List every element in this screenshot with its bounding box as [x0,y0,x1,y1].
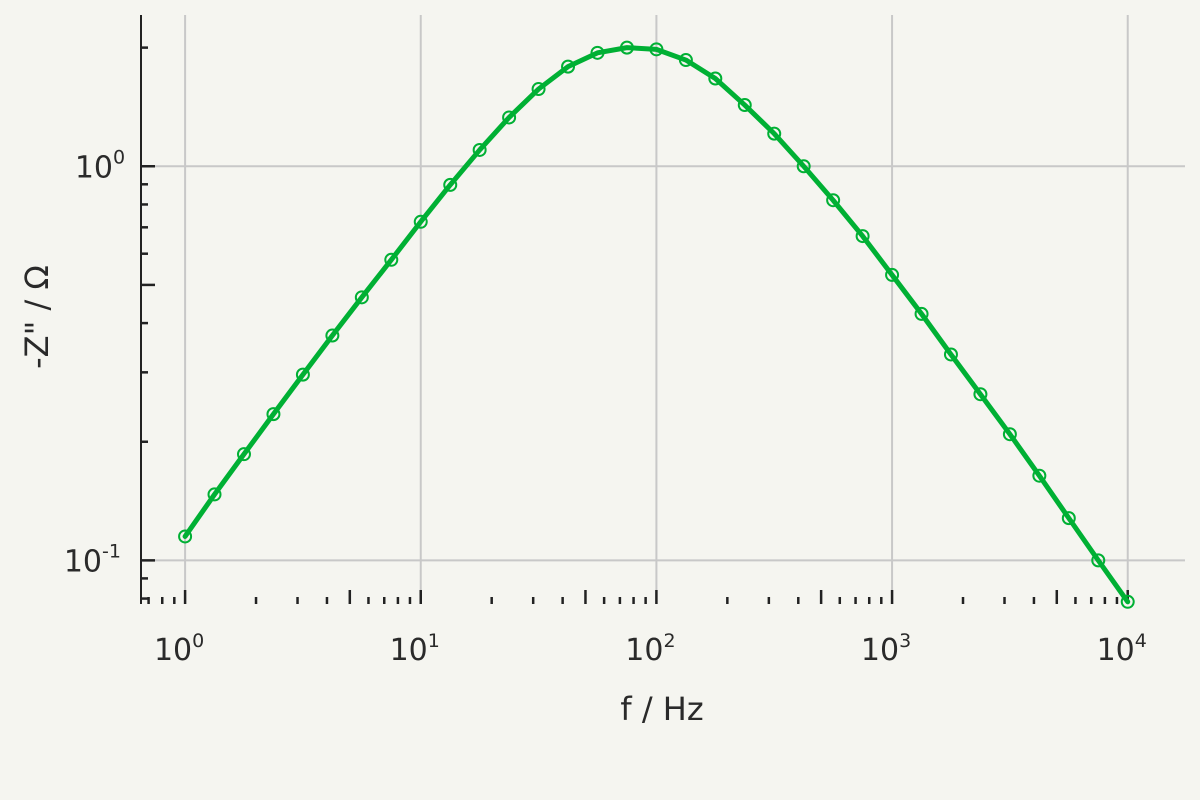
data-point [973,387,988,402]
series-group [178,40,1135,609]
data-point [826,193,841,208]
data-point [943,347,958,362]
data-point [708,71,723,86]
grid-lines [141,15,1185,604]
data-point [266,407,281,422]
data-point [502,110,517,125]
x-tick-label: 103 [861,630,911,668]
data-point [590,45,605,60]
data-point [236,447,251,462]
x-tick-label: 100 [154,630,204,668]
data-point [796,159,811,174]
x-tick-label: 104 [1097,630,1147,668]
minor-ticks [141,46,1129,604]
series-line [182,45,1131,605]
data-point [619,40,634,55]
data-point [649,42,664,57]
data-point [295,367,310,382]
data-point [678,53,693,68]
data-point [885,267,900,282]
y-tick-label: 10 [64,544,102,579]
data-point [737,98,752,113]
data-point [1032,468,1047,483]
data-point [325,328,340,343]
x-axis-label: f / Hz [620,690,703,728]
data-point [531,82,546,97]
x-tick-label: 102 [625,630,675,668]
data-point [561,59,576,74]
data-point [1002,427,1017,442]
data-point [1120,594,1135,609]
data-point [178,529,193,544]
data-point [207,487,222,502]
data-point [413,214,428,229]
data-point [384,252,399,267]
data-point [354,290,369,305]
y-tick-exponent: 0 [113,146,125,168]
y-tick-label: 10 [75,150,113,185]
data-point [914,306,929,321]
y-tick-exponent: -1 [102,540,121,562]
data-point [1061,511,1076,526]
data-point [443,177,458,192]
data-point [767,126,782,141]
data-point [855,229,870,244]
data-point [1091,553,1106,568]
data-point [472,142,487,157]
y-axis-label: -Z" / Ω [18,265,56,369]
x-tick-label: 101 [390,630,440,668]
